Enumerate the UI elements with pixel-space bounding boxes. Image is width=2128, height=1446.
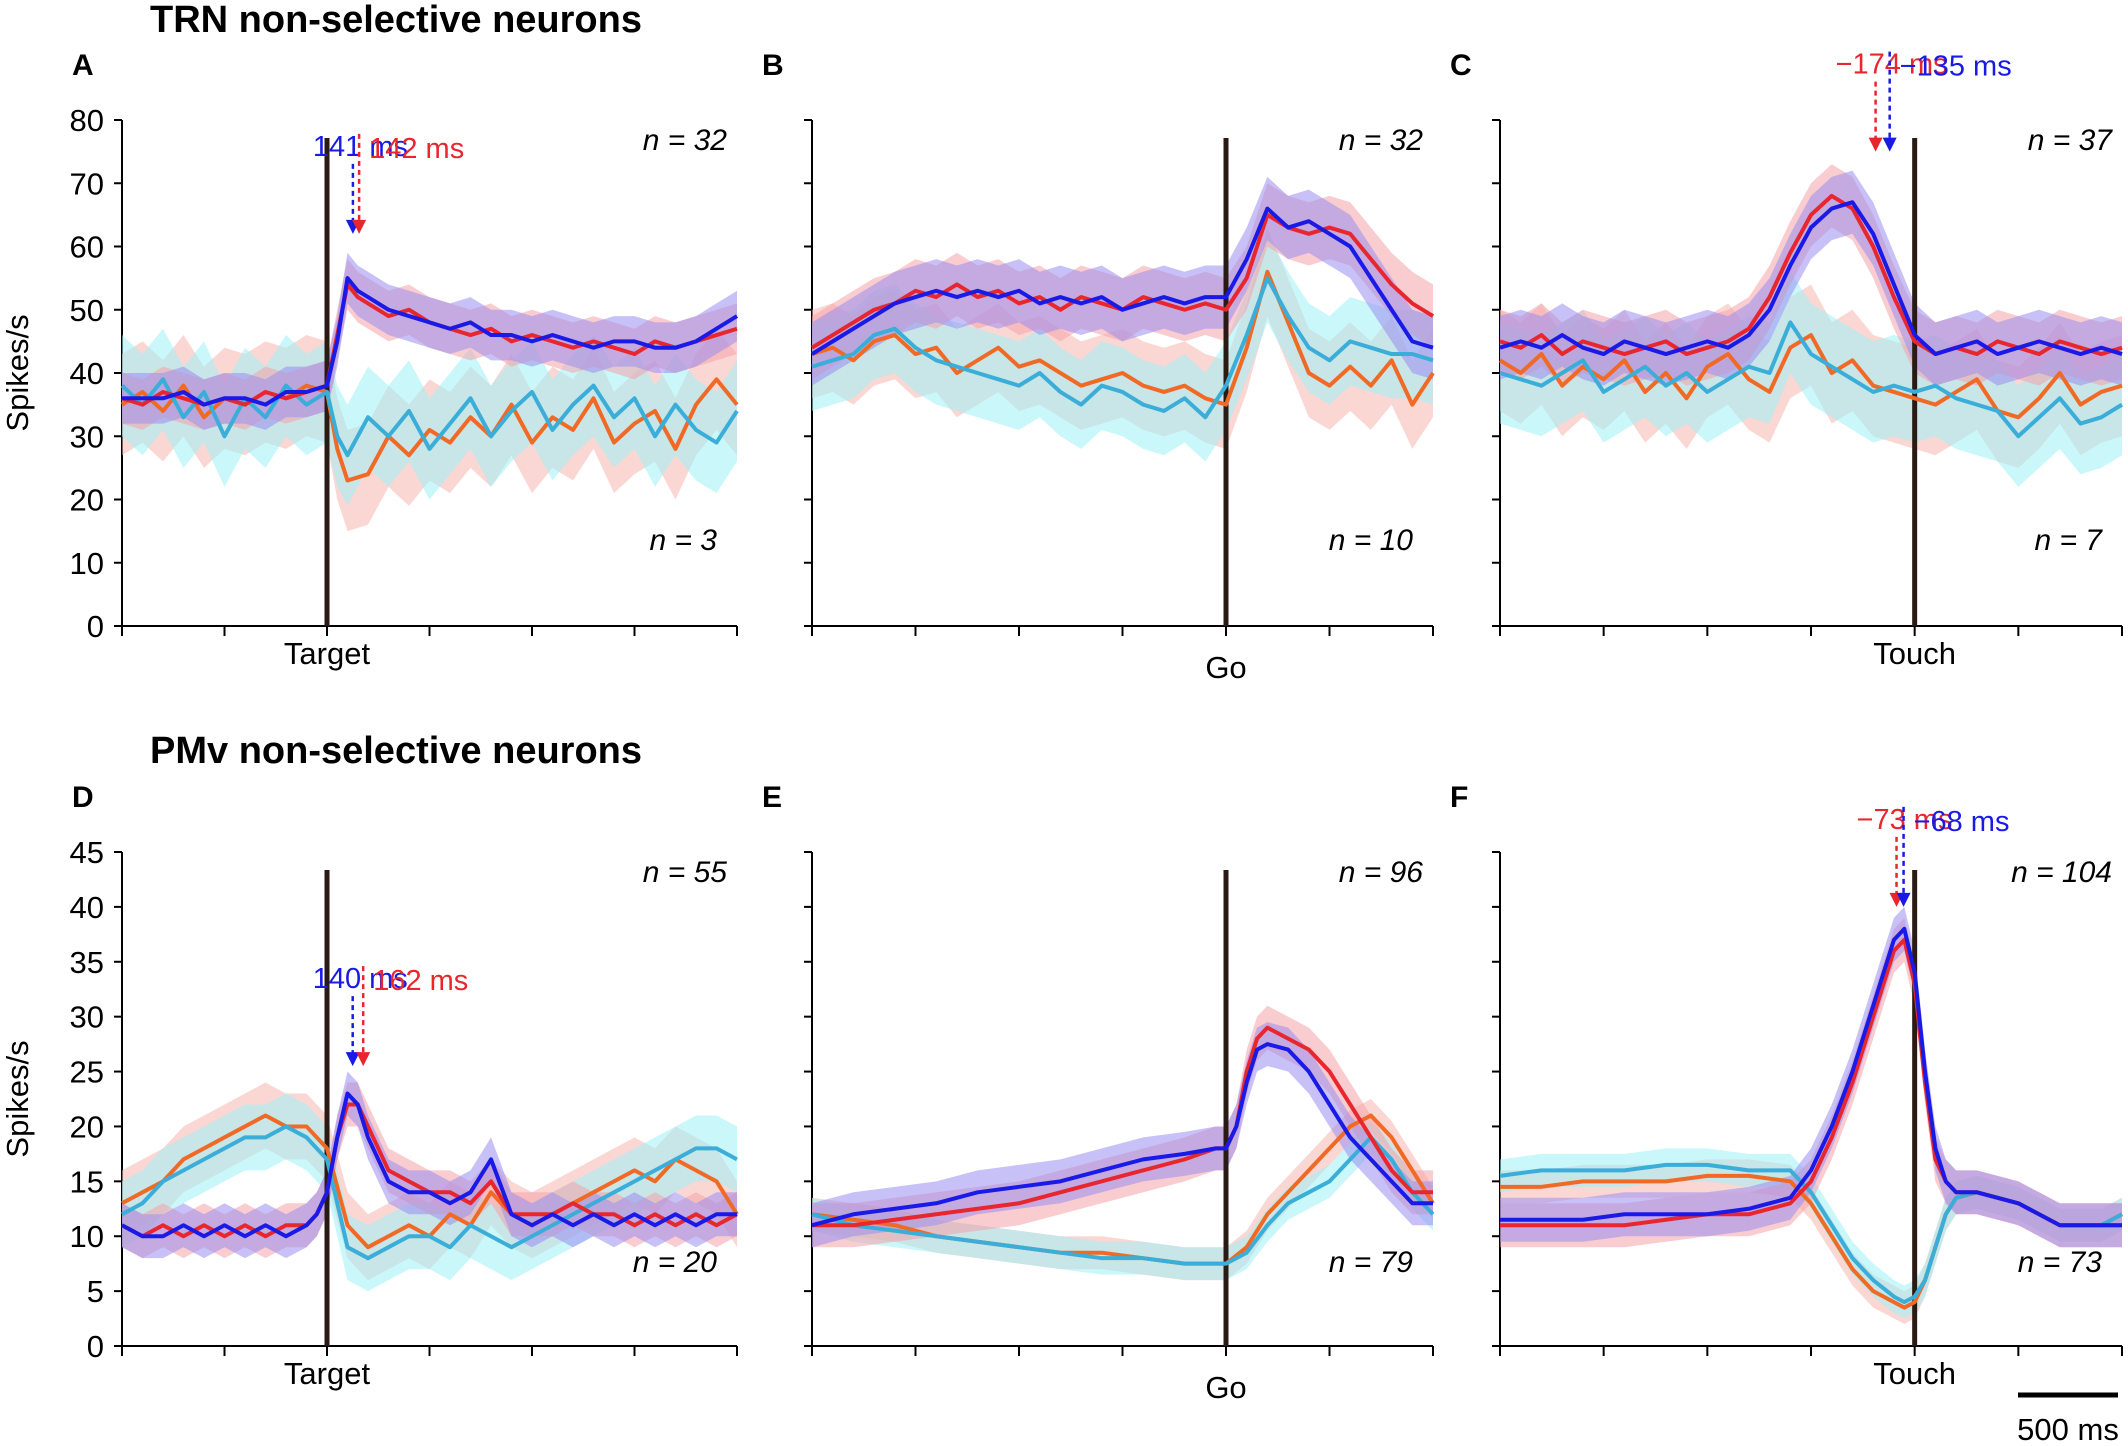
y-tick-label-d: 10 bbox=[70, 1219, 104, 1254]
panel-b: B Go n = 32 n = 10 bbox=[762, 49, 1435, 685]
panel-letter-e: E bbox=[762, 781, 782, 814]
event-label-d: Target bbox=[284, 1356, 371, 1391]
y-tick-label-a: 10 bbox=[70, 546, 104, 581]
series-line-blue-a bbox=[122, 276, 739, 407]
y-tick-label-d: 25 bbox=[70, 1055, 104, 1090]
panel-letter-f: F bbox=[1450, 781, 1468, 814]
y-tick-label-d: 5 bbox=[87, 1274, 104, 1309]
y-tick-label-a: 30 bbox=[70, 419, 104, 454]
latency-arrowhead-blue-f bbox=[1896, 892, 1911, 907]
panel-d: D 0 5 10 15 20 25 30 35 40 45 Spikes/s Target n = 55 n… bbox=[0, 781, 739, 1391]
event-label-a: Target bbox=[284, 636, 371, 671]
band-blue-e bbox=[812, 1022, 1433, 1248]
y-tick-label-a: 50 bbox=[70, 293, 104, 328]
n-count-top-a: n = 32 bbox=[643, 124, 728, 157]
band-cyan-b bbox=[812, 233, 1433, 462]
n-count-top-c: n = 37 bbox=[2028, 124, 2114, 157]
y-axis-label-d: Spikes/s bbox=[0, 1040, 35, 1157]
n-count-bottom-a: n = 3 bbox=[649, 524, 717, 557]
latency-label-red-a: 142 ms bbox=[369, 133, 464, 165]
series-line-blue-e bbox=[811, 1042, 1433, 1228]
section-title-trn: TRN non-selective neurons bbox=[150, 0, 642, 41]
latency-label-red-c: −174 ms bbox=[1836, 49, 1948, 81]
series-line-cyan-e bbox=[811, 1135, 1435, 1266]
series-line-cyan-c bbox=[1499, 320, 2124, 439]
n-count-bottom-b: n = 10 bbox=[1329, 524, 1414, 557]
series-line-blue-f bbox=[1500, 926, 2122, 1228]
band-blue-d bbox=[122, 1071, 737, 1259]
latency-label-blue-a: 141 ms bbox=[313, 131, 408, 163]
series-line-orange-c bbox=[1498, 333, 2123, 420]
latency-label-blue-f: −68 ms bbox=[1914, 806, 2010, 838]
n-count-bottom-d: n = 20 bbox=[633, 1246, 718, 1279]
y-tick-label-a: 80 bbox=[70, 103, 104, 138]
event-label-e: Go bbox=[1205, 1370, 1246, 1405]
event-label-f: Touch bbox=[1873, 1356, 1956, 1391]
y-axis-label-a: Spikes/s bbox=[0, 314, 35, 431]
n-count-top-b: n = 32 bbox=[1339, 124, 1424, 157]
n-count-top-e: n = 96 bbox=[1339, 856, 1424, 889]
series-line-orange-b bbox=[811, 269, 1435, 407]
panel-letter-a: A bbox=[72, 49, 94, 82]
panel-c: C Touch n = 37 n = 7 −174 ms−135 ms bbox=[1450, 49, 2124, 671]
panel-letter-b: B bbox=[762, 49, 784, 82]
y-tick-label-d: 40 bbox=[70, 890, 104, 925]
panel-letter-d: D bbox=[72, 781, 94, 814]
y-tick-label-d: 0 bbox=[87, 1329, 104, 1364]
latency-arrowhead-blue-c bbox=[1882, 137, 1897, 152]
panel-a: A 0 10 20 30 40 50 60 70 80 Spikes/s Target n = 32 n … bbox=[0, 49, 739, 671]
section-title-pmv: PMv non-selective neurons bbox=[150, 730, 642, 772]
y-tick-label-a: 0 bbox=[87, 609, 104, 644]
y-tick-label-d: 20 bbox=[70, 1109, 104, 1144]
y-tick-label-d: 35 bbox=[70, 945, 104, 980]
latency-arrowhead-red-c bbox=[1868, 137, 1883, 152]
band-blue-b bbox=[812, 176, 1433, 386]
series-line-cyan-d bbox=[121, 1124, 738, 1261]
series-line-blue-d bbox=[121, 1091, 737, 1239]
panel-letter-c: C bbox=[1450, 49, 1472, 82]
y-tick-label-a: 40 bbox=[70, 356, 104, 391]
latency-arrowhead-red-a bbox=[352, 219, 367, 234]
y-tick-label-d: 30 bbox=[70, 1000, 104, 1035]
event-label-c: Touch bbox=[1873, 636, 1956, 671]
n-count-top-d: n = 55 bbox=[643, 856, 728, 889]
scale-bar: 500 ms bbox=[2017, 1392, 2119, 1446]
series-line-cyan-a bbox=[120, 377, 739, 458]
n-count-bottom-c: n = 7 bbox=[2034, 524, 2103, 557]
latency-label-blue-c: −135 ms bbox=[1900, 51, 2012, 83]
series-line-blue-b bbox=[810, 206, 1434, 356]
series-line-red-d bbox=[121, 1102, 738, 1239]
latency-label-blue-d: 140 ms bbox=[313, 963, 408, 995]
event-label-b: Go bbox=[1205, 650, 1246, 685]
n-count-bottom-f: n = 73 bbox=[2018, 1246, 2103, 1279]
latency-arrowhead-blue-d bbox=[345, 1052, 360, 1067]
y-tick-label-a: 60 bbox=[70, 230, 104, 265]
series-line-red-a bbox=[121, 282, 738, 407]
band-blue-a bbox=[122, 252, 737, 430]
n-count-bottom-e: n = 79 bbox=[1329, 1246, 1414, 1279]
y-tick-label-a: 70 bbox=[70, 166, 104, 201]
latency-arrowhead-red-d bbox=[356, 1052, 371, 1067]
series-line-blue-c bbox=[1499, 200, 2123, 357]
y-tick-label-d: 45 bbox=[70, 835, 104, 870]
scale-bar-label: 500 ms bbox=[2017, 1412, 2119, 1446]
y-tick-label-a: 20 bbox=[70, 483, 104, 518]
n-count-top-f: n = 104 bbox=[2011, 856, 2112, 889]
latency-label-red-d: 162 ms bbox=[373, 965, 468, 997]
y-tick-label-d: 15 bbox=[70, 1164, 104, 1199]
series-line-cyan-b bbox=[811, 276, 1434, 420]
band-blue-c bbox=[1500, 170, 2122, 386]
panel-e: E Go n = 96 n = 79 bbox=[762, 781, 1435, 1405]
